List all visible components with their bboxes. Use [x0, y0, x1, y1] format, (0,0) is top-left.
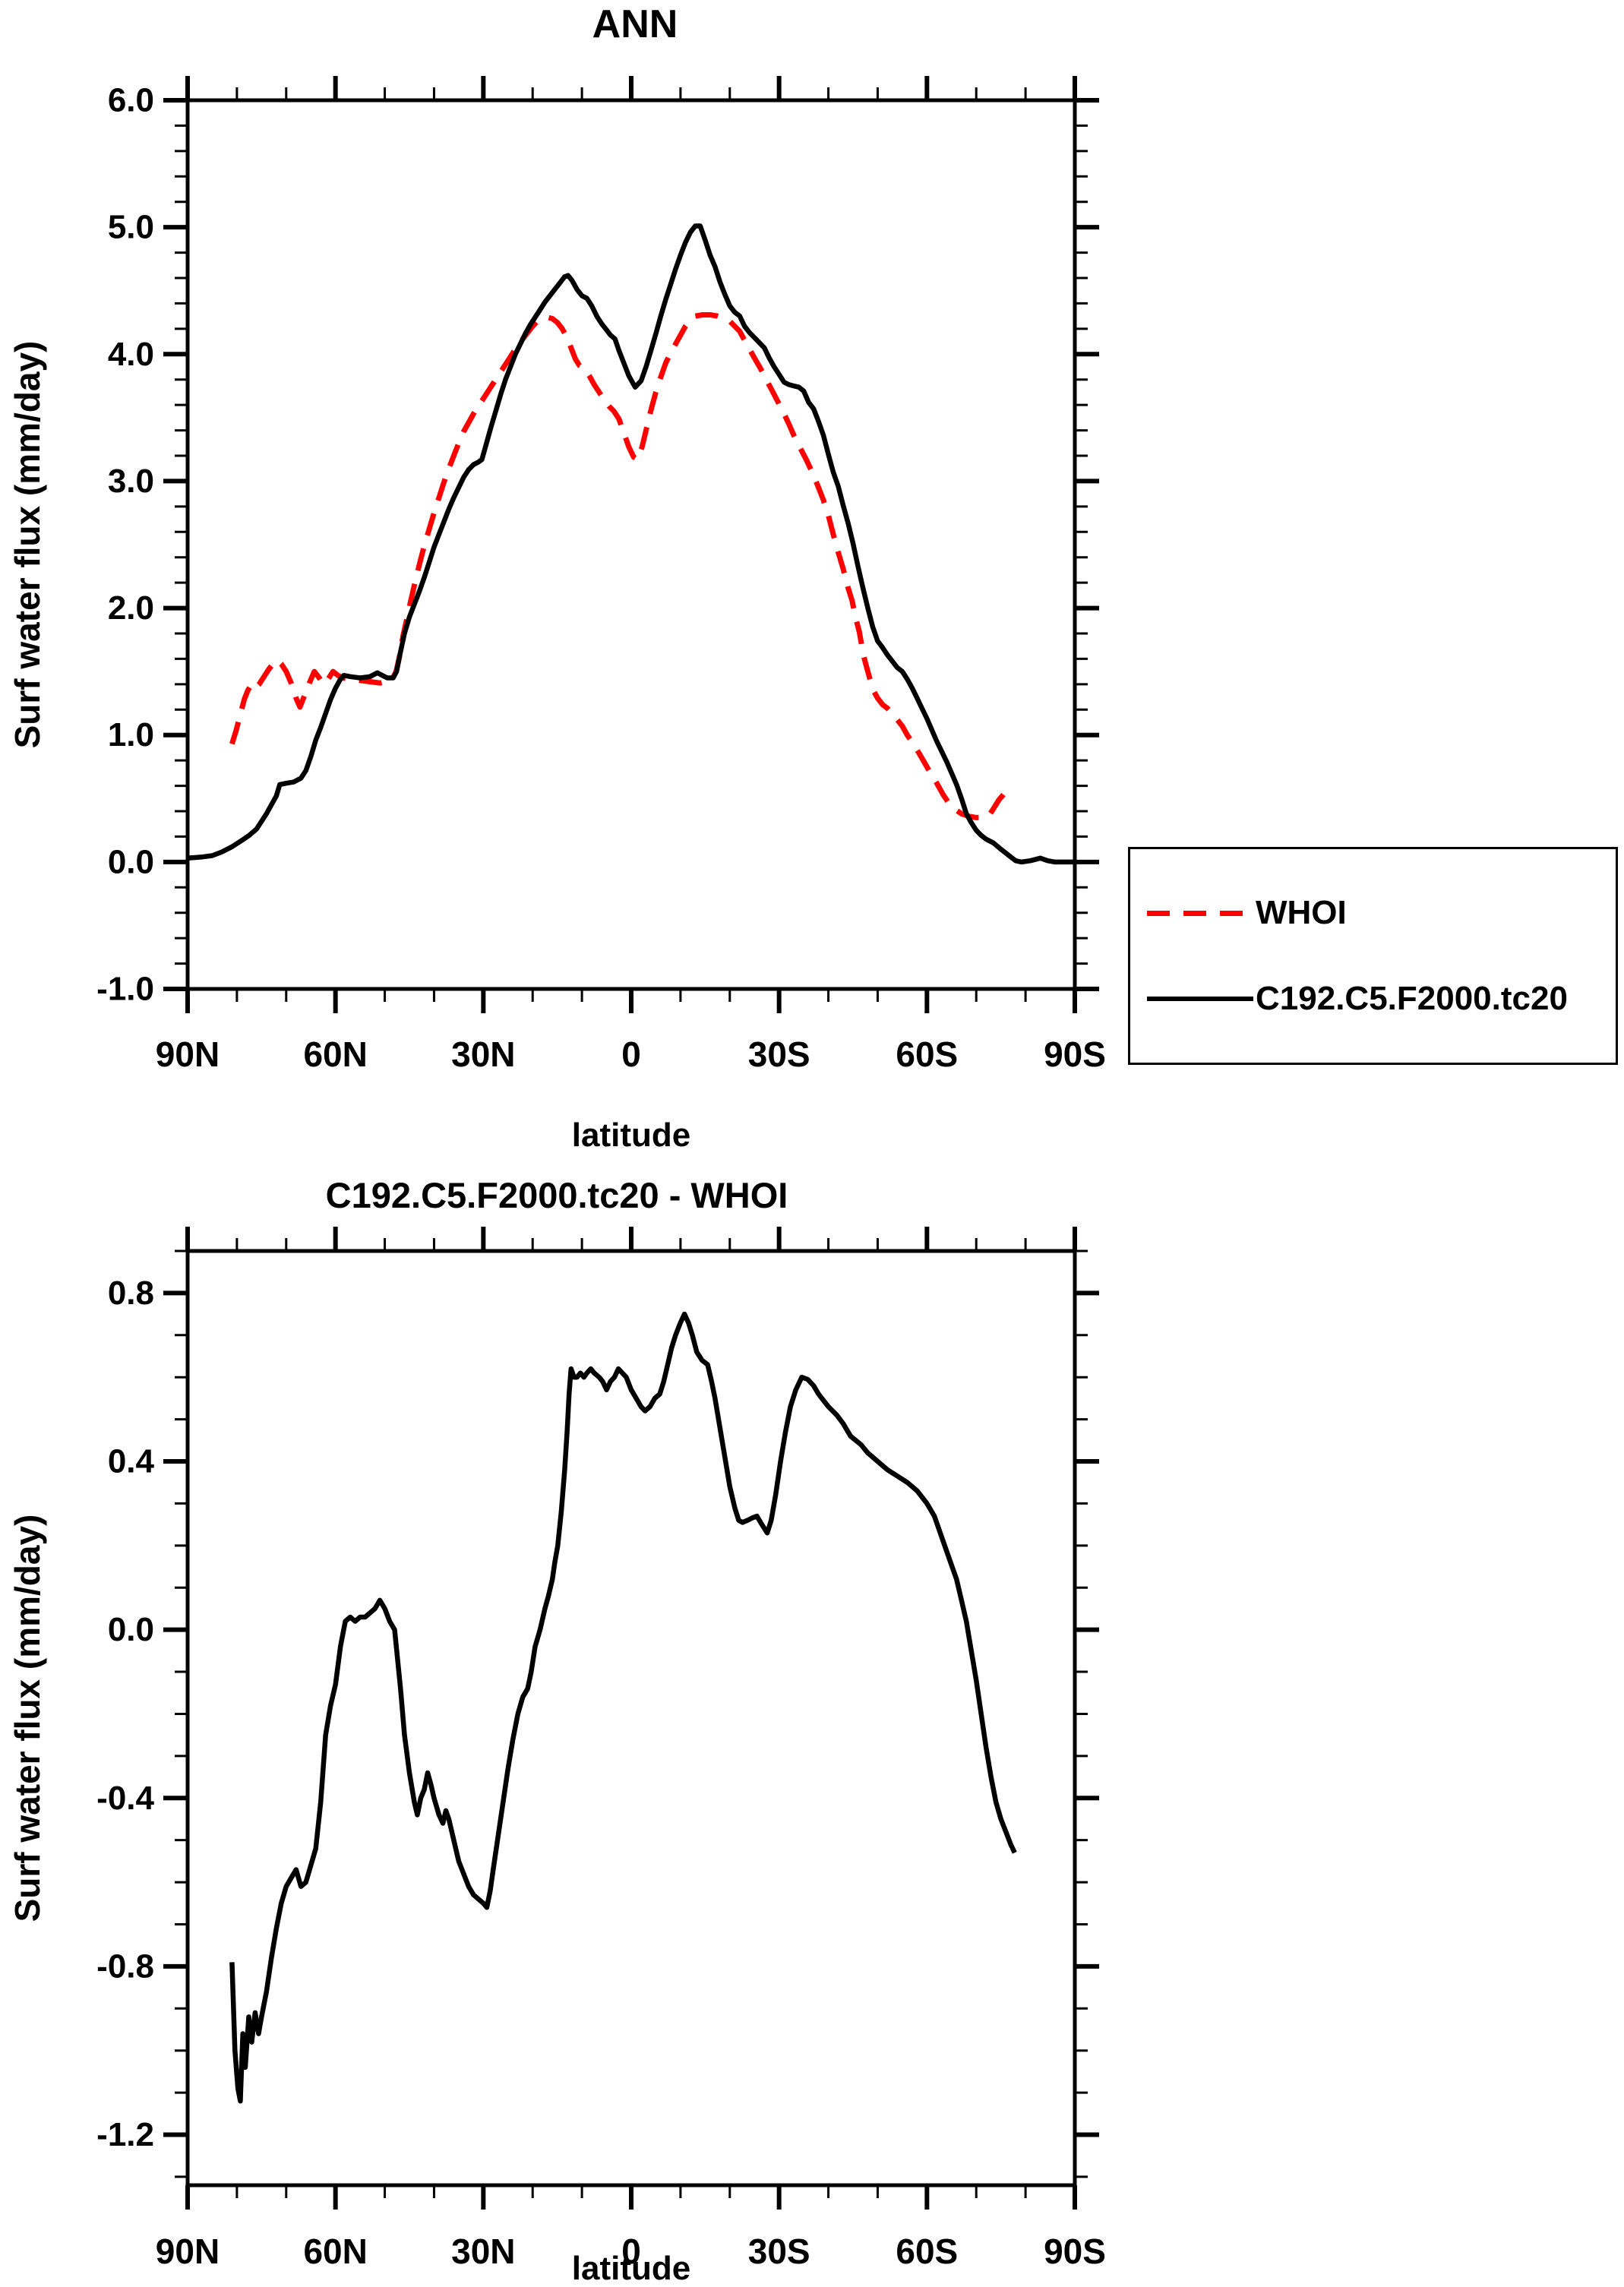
- svg-text:30N: 30N: [451, 1035, 515, 1074]
- svg-text:-1.2: -1.2: [96, 2116, 154, 2153]
- svg-text:0: 0: [621, 2232, 641, 2271]
- svg-text:-0.4: -0.4: [96, 1780, 154, 1817]
- svg-text:60S: 60S: [896, 1035, 958, 1074]
- legend-item-whoi: WHOI: [1130, 894, 1616, 932]
- svg-text:0.4: 0.4: [108, 1443, 155, 1480]
- svg-text:0.8: 0.8: [108, 1275, 154, 1312]
- svg-text:60N: 60N: [303, 2232, 367, 2271]
- svg-text:3.0: 3.0: [108, 463, 154, 500]
- svg-text:4.0: 4.0: [108, 336, 154, 373]
- svg-text:5.0: 5.0: [108, 209, 154, 246]
- svg-text:0.0: 0.0: [108, 843, 154, 880]
- top-y-axis-label: Surf water flux (mm/day): [8, 340, 47, 749]
- svg-text:60N: 60N: [303, 1035, 367, 1074]
- svg-text:90N: 90N: [156, 2232, 220, 2271]
- svg-text:1.0: 1.0: [108, 716, 154, 753]
- bottom-y-axis-label: Surf water flux (mm/day): [8, 1514, 47, 1922]
- legend-label-c192: C192.C5.F2000.tc20: [1256, 979, 1568, 1017]
- svg-text:6.0: 6.0: [108, 82, 154, 119]
- legend-item-c192: C192.C5.F2000.tc20: [1130, 980, 1616, 1018]
- svg-text:0: 0: [621, 1035, 641, 1074]
- svg-text:0.0: 0.0: [108, 1611, 154, 1648]
- bottom-x-axis-label: latitude: [571, 2250, 691, 2287]
- whoi-dashed-line-sample: [1147, 910, 1253, 916]
- svg-text:30N: 30N: [451, 2232, 515, 2271]
- c192-solid-line-sample: [1147, 996, 1253, 1001]
- svg-text:90S: 90S: [1044, 1035, 1106, 1074]
- legend-label-whoi: WHOI: [1256, 894, 1347, 932]
- top-panel-title: ANN: [592, 2, 678, 46]
- svg-text:-1.0: -1.0: [96, 971, 154, 1008]
- svg-text:-0.8: -0.8: [96, 1947, 154, 1985]
- svg-text:30S: 30S: [748, 1035, 810, 1074]
- svg-text:90S: 90S: [1044, 2232, 1106, 2271]
- svg-text:30S: 30S: [748, 2232, 810, 2271]
- bottom-panel-title: C192.C5.F2000.tc20 - WHOI: [325, 1175, 788, 1215]
- svg-text:60S: 60S: [896, 2232, 958, 2271]
- svg-text:2.0: 2.0: [108, 589, 154, 627]
- top-x-axis-label: latitude: [571, 1117, 691, 1154]
- legend-box: WHOI C192.C5.F2000.tc20: [1128, 847, 1618, 1065]
- svg-text:90N: 90N: [156, 1035, 220, 1074]
